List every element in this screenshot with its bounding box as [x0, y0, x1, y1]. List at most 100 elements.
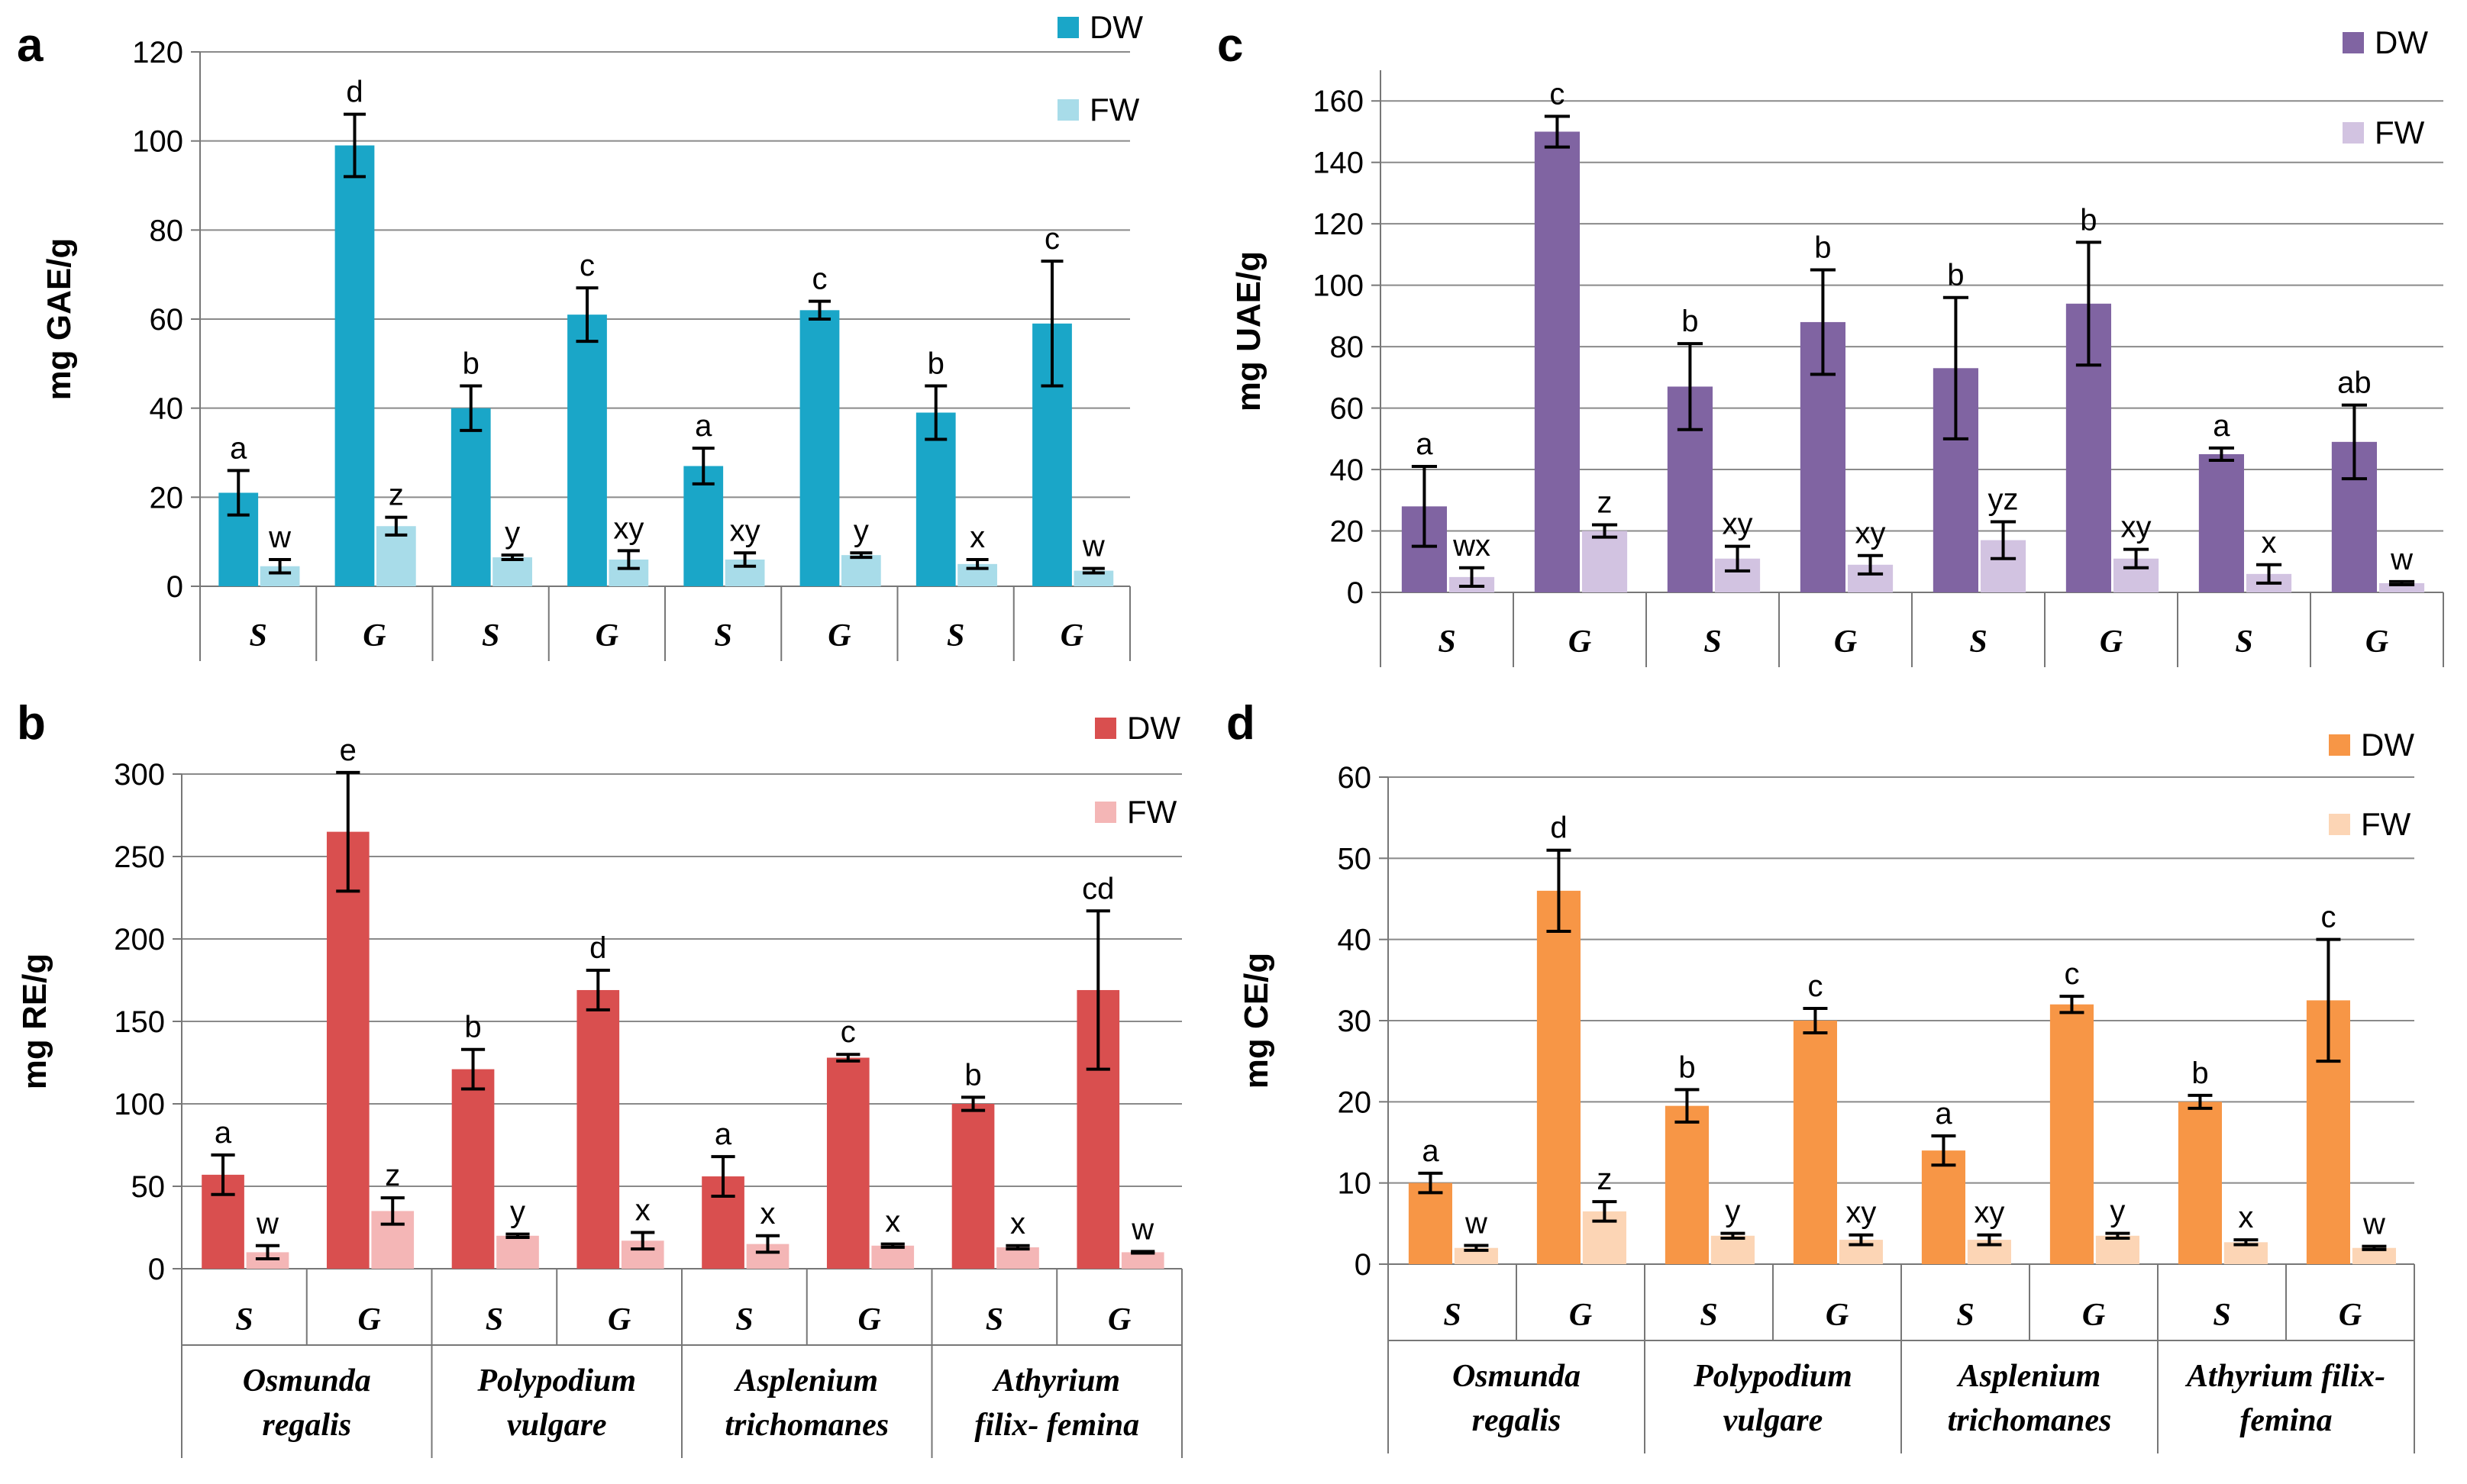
bar-dw[interactable] [1665, 1105, 1709, 1264]
significance-label: c [2320, 901, 2336, 934]
category-label: G [357, 1302, 380, 1337]
bar-fw[interactable] [2352, 1247, 2396, 1264]
bar-dw[interactable] [576, 989, 620, 1269]
significance-label: c [1807, 969, 1823, 1003]
bar-dw[interactable] [1921, 1150, 1965, 1264]
y-tick-label: 20 [150, 481, 184, 515]
category-label: G [828, 618, 851, 653]
significance-label: y [1725, 1195, 1740, 1228]
significance-label: yz [1988, 482, 2019, 516]
y-tick-label: 0 [166, 570, 183, 604]
category-label: G [1061, 618, 1083, 653]
legend-label: FW [1090, 92, 1140, 127]
significance-label: x [2238, 1201, 2253, 1234]
species-label: Athyrium filix- [2184, 1359, 2385, 1394]
bar-dw[interactable] [2178, 1102, 2222, 1264]
bar-dw[interactable] [334, 145, 375, 587]
bar-fw[interactable] [1121, 1252, 1164, 1269]
bar-fw[interactable] [496, 1235, 539, 1269]
y-tick-label: 100 [1313, 269, 1364, 303]
significance-label: x [1010, 1207, 1025, 1240]
bar-dw[interactable] [1408, 1182, 1452, 1264]
bar-fw[interactable] [246, 1252, 289, 1269]
significance-label: c [841, 1015, 856, 1049]
bar-dw[interactable] [1793, 1021, 1837, 1264]
bar-fw[interactable] [1454, 1247, 1498, 1264]
y-tick-label: 60 [1338, 761, 1372, 795]
species-label: regalis [262, 1408, 351, 1443]
significance-label: c [1045, 222, 1060, 256]
significance-label: wx [1452, 529, 1490, 563]
bar-dw[interactable] [826, 1057, 870, 1269]
species-label: Osmunda [1452, 1359, 1581, 1394]
bar-dw[interactable] [1536, 890, 1581, 1264]
legend-swatch-dw[interactable] [1095, 718, 1116, 739]
legend-swatch-dw[interactable] [2343, 32, 2364, 53]
significance-label: z [1597, 486, 1613, 519]
bar-dw[interactable] [2198, 453, 2244, 592]
y-tick-label: 120 [132, 36, 183, 69]
y-tick-label: 150 [114, 1005, 165, 1039]
significance-label: b [1947, 259, 1964, 292]
bar-dw[interactable] [451, 1069, 495, 1269]
bar-dw[interactable] [1534, 131, 1580, 592]
category-label: G [1569, 1298, 1592, 1333]
bar-fw[interactable] [871, 1245, 915, 1269]
y-tick-label: 60 [150, 303, 184, 337]
bar-fw[interactable] [2095, 1235, 2139, 1264]
category-label: G [1826, 1298, 1849, 1333]
category-label: G [608, 1302, 631, 1337]
y-tick-label: 60 [1330, 392, 1364, 426]
species-label: femina [2239, 1403, 2332, 1438]
bar-fw[interactable] [492, 557, 532, 586]
bar-fw[interactable] [1581, 531, 1628, 592]
significance-label: b [2191, 1057, 2208, 1090]
legend-label: FW [2375, 115, 2425, 150]
bar-dw[interactable] [951, 1104, 995, 1269]
significance-label: c [2064, 957, 2079, 991]
bar-fw[interactable] [996, 1247, 1039, 1269]
significance-label: d [589, 931, 606, 965]
bar-dw[interactable] [683, 466, 724, 587]
panel-letter-a: a [17, 19, 44, 72]
bar-dw[interactable] [2049, 1004, 2094, 1264]
significance-label: c [1549, 77, 1564, 111]
category-label: G [2339, 1298, 2362, 1333]
legend-swatch-dw[interactable] [2329, 734, 2350, 756]
significance-label: b [2080, 203, 2097, 237]
significance-label: b [1678, 1050, 1695, 1084]
category-label: G [1834, 624, 1857, 660]
species-label: vulgare [507, 1408, 607, 1443]
category-label: G [857, 1302, 880, 1337]
legend-swatch-fw[interactable] [1058, 99, 1079, 121]
bar-dw[interactable] [450, 408, 491, 586]
significance-label: y [854, 514, 869, 547]
bar-fw[interactable] [1710, 1235, 1755, 1264]
legend-swatch-fw[interactable] [2343, 122, 2364, 144]
y-tick-label: 50 [1338, 842, 1372, 876]
species-label: trichomanes [725, 1408, 889, 1443]
bar-dw[interactable] [567, 315, 607, 586]
bar-dw[interactable] [799, 310, 840, 586]
significance-label: a [1416, 427, 1433, 461]
y-tick-label: 0 [1347, 576, 1364, 610]
category-label: S [1703, 624, 1721, 660]
species-label: Athyrium [991, 1363, 1120, 1399]
significance-label: x [760, 1197, 775, 1231]
panel-letter-b: b [17, 697, 46, 750]
significance-label: a [695, 409, 712, 443]
legend-swatch-fw[interactable] [1095, 802, 1116, 823]
legend-swatch-fw[interactable] [2329, 814, 2350, 835]
bar-fw[interactable] [841, 555, 881, 586]
significance-label: xy [1855, 517, 1886, 550]
significance-label: c [812, 263, 827, 296]
bar-dw[interactable] [326, 831, 370, 1269]
bar-dw[interactable] [915, 412, 956, 587]
significance-label: xy [1974, 1196, 2004, 1230]
significance-label: b [1681, 305, 1698, 338]
significance-label: d [346, 76, 363, 109]
bar-fw[interactable] [1074, 570, 1114, 586]
category-label: S [735, 1302, 753, 1337]
legend-swatch-dw[interactable] [1058, 17, 1079, 38]
significance-label: xy [2121, 511, 2152, 544]
